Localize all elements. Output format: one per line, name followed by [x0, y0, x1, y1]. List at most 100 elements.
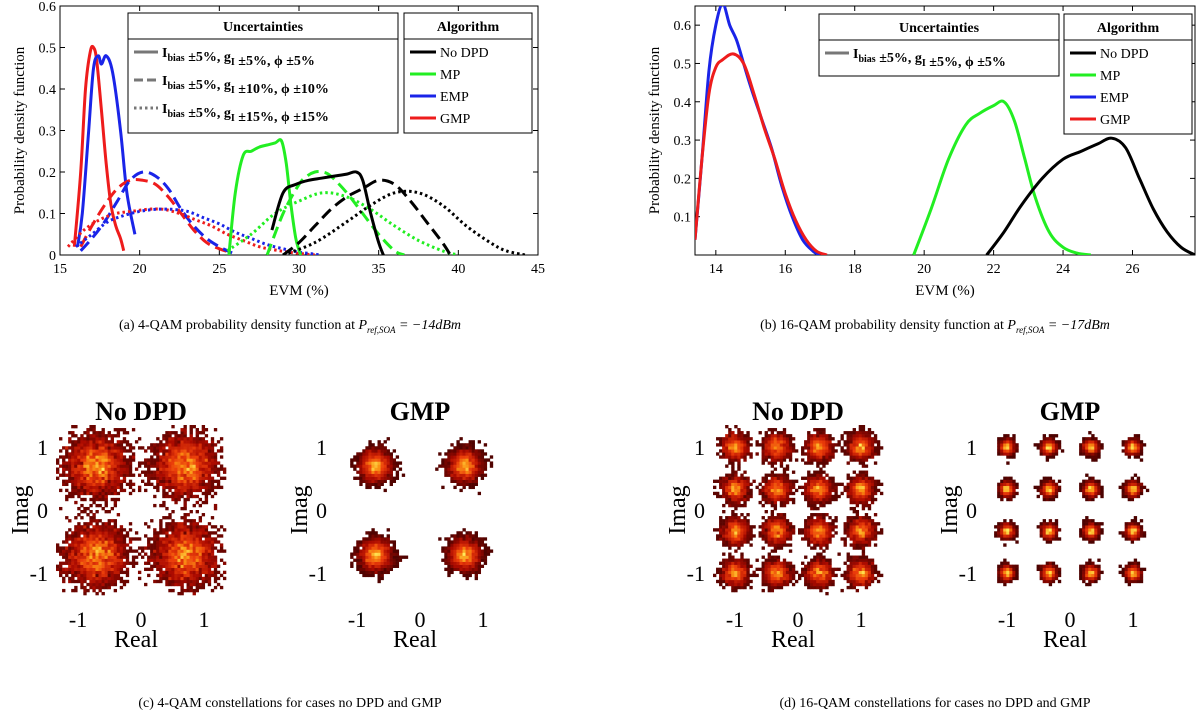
constellation-c-gmp-cell: [478, 440, 481, 443]
constellation-c-gmp-cell: [475, 483, 478, 486]
constellation-c-no-dpd-cell: [89, 468, 92, 471]
constellation-c-no-dpd-cell: [56, 568, 59, 571]
constellation-c-no-dpd-cell: [184, 516, 187, 519]
constellation-c-no-dpd-cell: [114, 483, 117, 486]
constellation-d-no-dpd-cell: [865, 543, 868, 546]
constellation-d-no-dpd-cell: [740, 571, 743, 574]
constellation-c-gmp-cell: [365, 562, 368, 565]
constellation-c-no-dpd-cell: [74, 549, 77, 552]
constellation-c-no-dpd-cell: [190, 574, 193, 577]
constellation-c-gmp-cell: [472, 483, 475, 486]
constellation-c-no-dpd-cell: [205, 486, 208, 489]
constellation-c-no-dpd-cell: [190, 474, 193, 477]
constellation-d-gmp-cell: [1049, 522, 1052, 525]
constellation-c-no-dpd-cell: [144, 471, 147, 474]
constellation-c-no-dpd-cell: [202, 449, 205, 452]
constellation-d-gmp-cell: [1009, 577, 1012, 580]
constellation-c-no-dpd-cell: [99, 562, 102, 565]
constellation-d-gmp-cell: [1088, 537, 1091, 540]
constellation-c-no-dpd-cell: [120, 452, 123, 455]
constellation-d-no-dpd-cell: [850, 565, 853, 568]
constellation-d-no-dpd-cell: [780, 489, 783, 492]
constellation-c-no-dpd-cell: [150, 446, 153, 449]
constellation-d-gmp-cell: [1122, 534, 1125, 537]
constellation-c-no-dpd-cell: [92, 562, 95, 565]
constellation-d-no-dpd-cell: [810, 486, 813, 489]
constellation-d-gmp-cell: [1049, 531, 1052, 534]
constellation-d-no-dpd-cell: [771, 562, 774, 565]
constellation-c-no-dpd-cell: [99, 492, 102, 495]
constellation-d-no-dpd-cell: [737, 468, 740, 471]
constellation-c-no-dpd-cell: [202, 437, 205, 440]
constellation-d-no-dpd-cell: [862, 531, 865, 534]
constellation-c-no-dpd-cell: [177, 474, 180, 477]
constellation-c-no-dpd-cell: [56, 543, 59, 546]
constellation-d-gmp-cell: [1085, 565, 1088, 568]
constellation-c-no-dpd-cell: [199, 464, 202, 467]
constellation-d-gmp-cell: [1000, 528, 1003, 531]
constellation-d-no-dpd-cell: [786, 534, 789, 537]
constellation-c-no-dpd-cell: [71, 537, 74, 540]
constellation-c-no-dpd-cell: [117, 471, 120, 474]
constellation-d-no-dpd-cell: [786, 562, 789, 565]
constellation-d-no-dpd-cell: [853, 486, 856, 489]
constellation-d-no-dpd-cell: [816, 471, 819, 474]
constellation-c-gmp-cell: [359, 540, 362, 543]
constellation-d-no-dpd-cell: [816, 498, 819, 501]
constellation-c-no-dpd-cell: [80, 543, 83, 546]
constellation-c-no-dpd-cell: [92, 477, 95, 480]
constellation-d-no-dpd-x-tick-label: 1: [855, 607, 866, 632]
constellation-d-gmp-cell: [1079, 528, 1082, 531]
constellation-c-gmp-cell: [463, 553, 466, 556]
constellation-d-gmp-cell: [1128, 574, 1131, 577]
constellation-d-no-dpd-cell: [856, 498, 859, 501]
constellation-c-no-dpd-cell: [105, 571, 108, 574]
constellation-d-no-dpd-cell: [716, 495, 719, 498]
constellation-c-no-dpd-cell: [95, 531, 98, 534]
constellation-c-no-dpd-cell: [202, 501, 205, 504]
constellation-d-gmp-cell: [1049, 583, 1052, 586]
constellation-d-no-dpd-cell: [868, 434, 871, 437]
constellation-d-no-dpd-cell: [731, 480, 734, 483]
constellation-d-no-dpd-cell: [771, 474, 774, 477]
constellation-c-no-dpd-cell: [123, 477, 126, 480]
constellation-d-no-dpd-cell: [880, 531, 883, 534]
constellation-d-no-dpd-cell: [868, 455, 871, 458]
constellation-c-gmp-cell: [374, 483, 377, 486]
constellation-c-no-dpd-cell: [177, 583, 180, 586]
constellation-c-no-dpd-cell: [59, 562, 62, 565]
constellation-c-no-dpd-cell: [199, 471, 202, 474]
constellation-c-no-dpd-cell: [99, 553, 102, 556]
constellation-c-gmp-cell: [387, 468, 390, 471]
constellation-d-no-dpd-cell: [853, 458, 856, 461]
constellation-c-no-dpd-cell: [126, 461, 129, 464]
constellation-d-no-dpd-cell: [783, 501, 786, 504]
constellation-c-no-dpd-cell: [114, 589, 117, 592]
constellation-d-no-dpd-cell: [810, 492, 813, 495]
constellation-d-no-dpd-cell: [731, 471, 734, 474]
constellation-d-no-dpd-cell: [774, 525, 777, 528]
constellation-d-no-dpd-cell: [810, 525, 813, 528]
constellation-c-no-dpd-cell: [156, 437, 159, 440]
constellation-d-no-dpd-cell: [795, 580, 798, 583]
constellation-c-no-dpd-cell: [202, 431, 205, 434]
constellation-c-gmp-cell: [447, 546, 450, 549]
constellation-d-no-dpd-cell: [731, 568, 734, 571]
constellation-c-no-dpd-cell: [162, 464, 165, 467]
constellation-c-no-dpd-cell: [193, 440, 196, 443]
constellation-c-no-dpd-cell: [199, 528, 202, 531]
constellation-d-no-dpd-cell: [810, 571, 813, 574]
constellation-c-no-dpd-cell: [171, 440, 174, 443]
constellation-c-no-dpd-cell: [105, 492, 108, 495]
constellation-d-gmp-cell: [1058, 574, 1061, 577]
constellation-c-no-dpd-cell: [159, 525, 162, 528]
constellation-d-no-dpd-cell: [792, 449, 795, 452]
constellation-d-gmp-cell: [1134, 580, 1137, 583]
constellation-c-no-dpd-cell: [165, 549, 168, 552]
constellation-d-no-dpd-cell: [804, 498, 807, 501]
constellation-d-gmp-cell: [1125, 525, 1128, 528]
constellation-d-no-dpd-cell: [819, 431, 822, 434]
constellation-c-no-dpd-cell: [180, 534, 183, 537]
constellation-d-no-dpd-cell: [804, 565, 807, 568]
constellation-c-no-dpd-cell: [196, 443, 199, 446]
